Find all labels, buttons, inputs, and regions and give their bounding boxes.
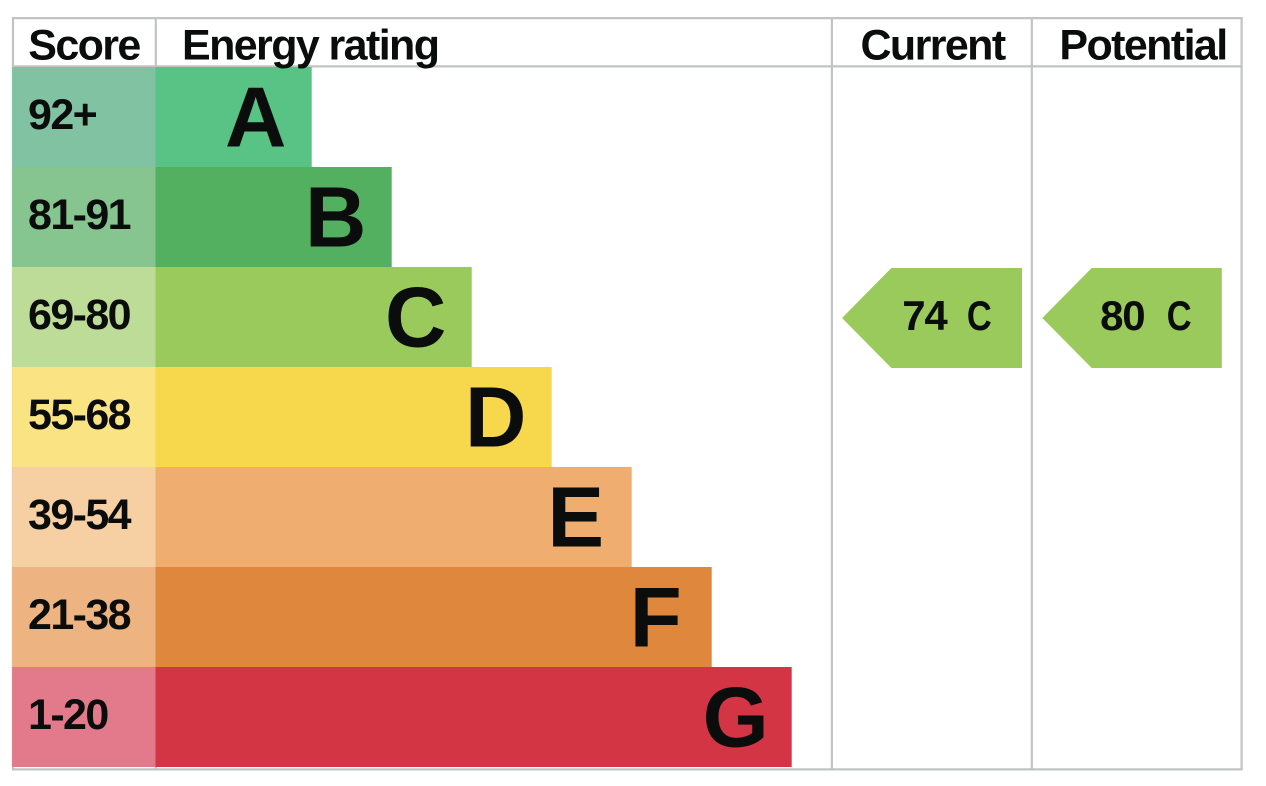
svg-text:Potential: Potential xyxy=(1059,22,1226,70)
svg-text:92+: 92+ xyxy=(28,91,97,139)
svg-text:39-54: 39-54 xyxy=(28,491,132,539)
svg-text:B: B xyxy=(305,170,366,265)
svg-text:55-68: 55-68 xyxy=(28,391,131,439)
svg-text:Score: Score xyxy=(28,22,140,70)
svg-text:D: D xyxy=(465,370,526,465)
svg-text:A: A xyxy=(225,70,286,165)
svg-text:Current: Current xyxy=(860,22,1005,70)
svg-text:F: F xyxy=(630,570,682,665)
svg-text:69-80: 69-80 xyxy=(28,291,131,339)
svg-text:1-20: 1-20 xyxy=(28,691,108,739)
svg-text:C: C xyxy=(1167,293,1191,340)
svg-text:G: G xyxy=(703,670,769,765)
svg-text:81-91: 81-91 xyxy=(28,191,131,239)
svg-text:Energy rating: Energy rating xyxy=(182,22,438,70)
svg-text:E: E xyxy=(547,470,604,565)
svg-text:C: C xyxy=(385,270,446,365)
svg-text:74: 74 xyxy=(902,292,948,339)
svg-text:C: C xyxy=(967,293,991,340)
svg-text:80: 80 xyxy=(1100,292,1144,339)
svg-text:21-38: 21-38 xyxy=(28,591,131,639)
